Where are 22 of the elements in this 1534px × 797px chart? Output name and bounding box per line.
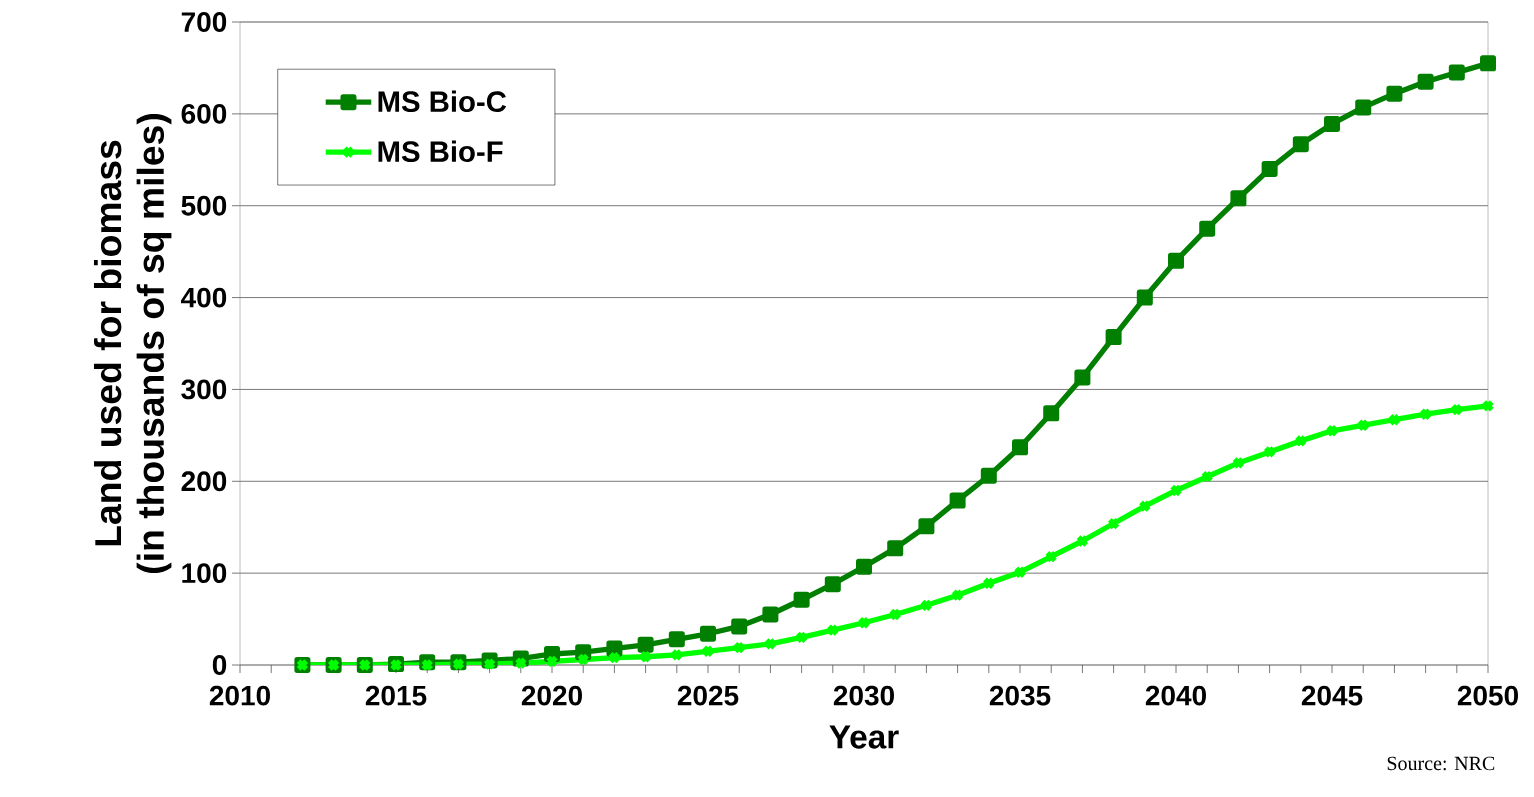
y-tick-label: 500 [181,195,227,216]
y-tick-label: 100 [182,563,227,584]
x-tick-label: 2015 [365,685,427,706]
x-tick-label: 2040 [1145,685,1206,706]
y-tick-label: 400 [181,287,227,308]
x-tick-label: 2030 [833,685,894,706]
source-note: Source: NRC [1387,756,1495,771]
y-tick-label: 0 [212,655,227,675]
x-tick-label: 2045 [1301,685,1363,706]
y-tick-label: 200 [181,471,227,492]
y-tick-label: 600 [181,103,227,124]
x-tick-label: 2025 [677,685,739,706]
x-tick-label: 2050 [1457,685,1518,706]
y-tick-label: 700 [181,12,227,32]
x-tick-label: 2035 [989,685,1051,706]
legend-label: MS Bio-F [378,140,503,163]
y-axis-title: Land used for biomass (in thousands of sq miles) [93,114,172,573]
x-tick-label: 2010 [209,685,270,706]
x-tick-label: 2020 [521,685,582,706]
legend-label: MS Bio-C [378,90,507,113]
y-tick-label: 300 [181,379,227,400]
x-axis-title: Year [829,725,899,749]
